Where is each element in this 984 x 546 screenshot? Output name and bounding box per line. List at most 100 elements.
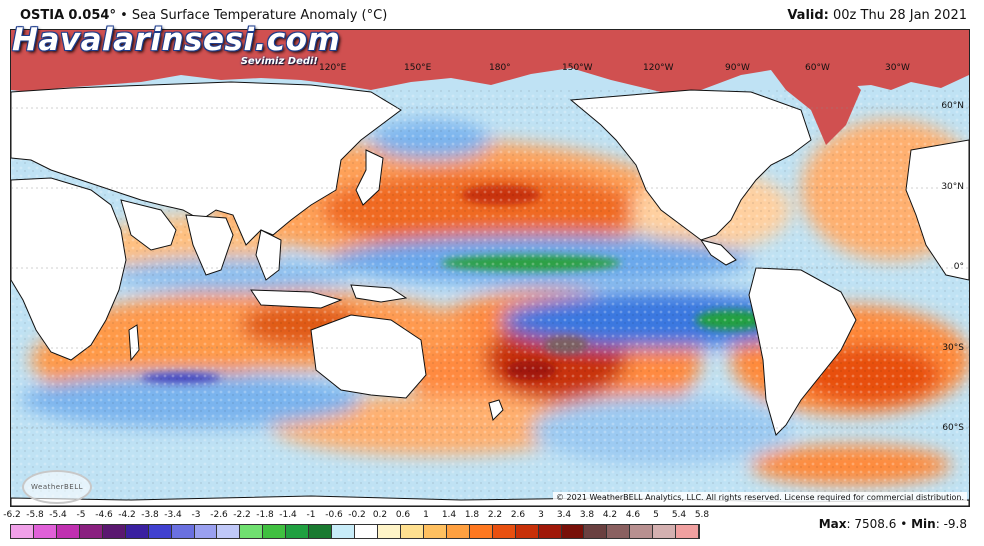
max-min-readout: Max: 7508.6 • Min: -9.8	[818, 517, 967, 531]
product-name: OSTIA	[20, 8, 65, 23]
colorbar-segment	[515, 525, 539, 538]
sst-anomaly-map: 120°E 150°E 180° 150°W 120°W 90°W 60°W 3…	[10, 29, 970, 507]
land-europe-africa-east	[905, 139, 969, 281]
lat-label-60n: 60°N	[941, 101, 964, 111]
colorbar-tick-label: 0.2	[372, 510, 388, 520]
colorbar-segment	[286, 525, 310, 538]
colorbar-segment	[263, 525, 287, 538]
max-value: 7508.6	[854, 517, 897, 531]
watermark-site: Havalarinsesi.com	[12, 22, 341, 58]
colorbar-tick-label: 5	[653, 510, 659, 520]
title-separator: •	[120, 8, 128, 23]
lon-label-180: 180°	[489, 63, 511, 73]
colorbar-tick-label: 1.4	[441, 510, 457, 520]
colorbar-tick-label: -2.6	[210, 510, 228, 520]
colorbar-segment	[584, 525, 608, 538]
colorbar-tick-label: 1	[423, 510, 429, 520]
land-central-america	[699, 239, 737, 266]
lon-label-150e: 150°E	[404, 63, 432, 73]
colorbar-tick-label: -3.8	[141, 510, 159, 520]
colorbar-segment	[607, 525, 631, 538]
lat-label-30n: 30°N	[941, 182, 964, 192]
colorbar-tick-label: 3	[538, 510, 544, 520]
colorbar-segment	[355, 525, 378, 538]
colorbar-segment	[446, 525, 470, 538]
colorbar-segment	[400, 525, 424, 538]
colorbar-segment	[653, 525, 677, 538]
watermark-logo: Havalarinsesi.com Sevimiz Dedi!	[12, 22, 340, 70]
lon-label-60w: 60°W	[805, 63, 830, 73]
lon-label-30w: 30°W	[885, 63, 910, 73]
colorbar-segment	[102, 525, 126, 538]
colorbar-tick-label: -4.6	[95, 510, 113, 520]
colorbar-tick-label: 4.6	[625, 510, 641, 520]
colorbar-tick-label: 5.4	[671, 510, 687, 520]
colorbar-tick-label: -6.2	[3, 510, 21, 520]
land-madagascar	[128, 324, 140, 362]
colorbar	[10, 524, 700, 539]
colorbar-tick-label: -5	[76, 510, 86, 520]
longitude-labels: 120°E 150°E 180° 150°W 120°W 90°W 60°W 3…	[21, 63, 969, 77]
colorbar-tick-label: -0.2	[348, 510, 366, 520]
greenland-ice	[771, 68, 861, 145]
colorbar-tick-label: -1	[306, 510, 316, 520]
colorbar-segment	[125, 525, 149, 538]
min-label: Min	[911, 517, 936, 531]
colorbar-segment	[630, 525, 654, 538]
colorbar-tick-label: -5.8	[26, 510, 44, 520]
colorbar-segment	[561, 525, 585, 538]
colorbar-tick-label: 2.6	[510, 510, 526, 520]
max-label: Max	[818, 517, 847, 531]
colorbar-segment	[676, 525, 700, 538]
land-masses	[11, 81, 969, 436]
land-africa	[11, 177, 127, 361]
colorbar-segment	[148, 525, 172, 538]
colorbar-tick-label: -5.4	[49, 510, 67, 520]
colorbar-tick-label: 2.2	[487, 510, 503, 520]
colorbar-tick-labels: -6.2 -5.8 -5.4 -5 -4.6 -4.2 -3.8 -3.4 -3 -2.6 -2.2…	[3, 510, 710, 522]
colorbar-tick-label: 0.6	[395, 510, 411, 520]
colorbar-tick-label: 1.8	[464, 510, 480, 520]
map-title: OSTIA 0.054° • Sea Surface Temperature A…	[20, 8, 387, 23]
colorbar-segment	[538, 525, 562, 538]
colorbar-segment	[469, 525, 493, 538]
land-india	[185, 214, 234, 276]
lon-label-150w: 150°W	[562, 63, 593, 73]
lon-label-120w: 120°W	[643, 63, 674, 73]
colorbar-tick-label: -4.2	[118, 510, 136, 520]
global-mean-value: 0.054°	[68, 8, 116, 23]
colorbar-segment	[171, 525, 195, 538]
colorbar-tick-label: 5.8	[694, 510, 710, 520]
land-south-america	[748, 267, 857, 436]
colorbar-tick-label: 3.4	[556, 510, 572, 520]
land-indochina	[255, 229, 282, 281]
weatherbell-logo: WeatherBELL	[22, 470, 92, 504]
map-canvas	[11, 30, 969, 506]
min-value: -9.8	[943, 517, 967, 531]
colorbar-tick-label: 4.2	[602, 510, 618, 520]
colorbar-tick-label: -3	[191, 510, 201, 520]
variable-name: Sea Surface Temperature Anomaly (°C)	[131, 8, 388, 23]
land-new-zealand	[488, 399, 504, 421]
land-australia	[310, 314, 427, 399]
watermark-slogan: Sevimiz Dedi!	[240, 56, 318, 67]
land-indonesia	[250, 289, 343, 309]
colorbar-segment	[492, 525, 516, 538]
sea-ice-north	[11, 30, 969, 92]
colorbar-tick-label: -1.4	[279, 510, 297, 520]
lat-label-30s: 30°S	[942, 343, 964, 353]
lat-label-60s: 60°S	[942, 423, 964, 433]
colorbar-tick-label: 3.8	[579, 510, 595, 520]
colorbar-segment	[79, 525, 103, 538]
colorbar-legend: -6.2 -5.8 -5.4 -5 -4.6 -4.2 -3.8 -3.4 -3 -2.6 -2.2…	[3, 510, 710, 540]
colorbar-tick-label: -1.8	[256, 510, 274, 520]
colorbar-segment	[332, 525, 356, 538]
lon-label-90w: 90°W	[725, 63, 750, 73]
valid-time: Valid: 00z Thu 28 Jan 2021	[787, 8, 967, 23]
colorbar-segment	[240, 525, 264, 538]
colorbar-segment	[56, 525, 80, 538]
colorbar-segment	[33, 525, 57, 538]
land-arabia	[120, 199, 177, 251]
colorbar-segment	[378, 525, 401, 538]
colorbar-tick-label: -2.2	[233, 510, 251, 520]
